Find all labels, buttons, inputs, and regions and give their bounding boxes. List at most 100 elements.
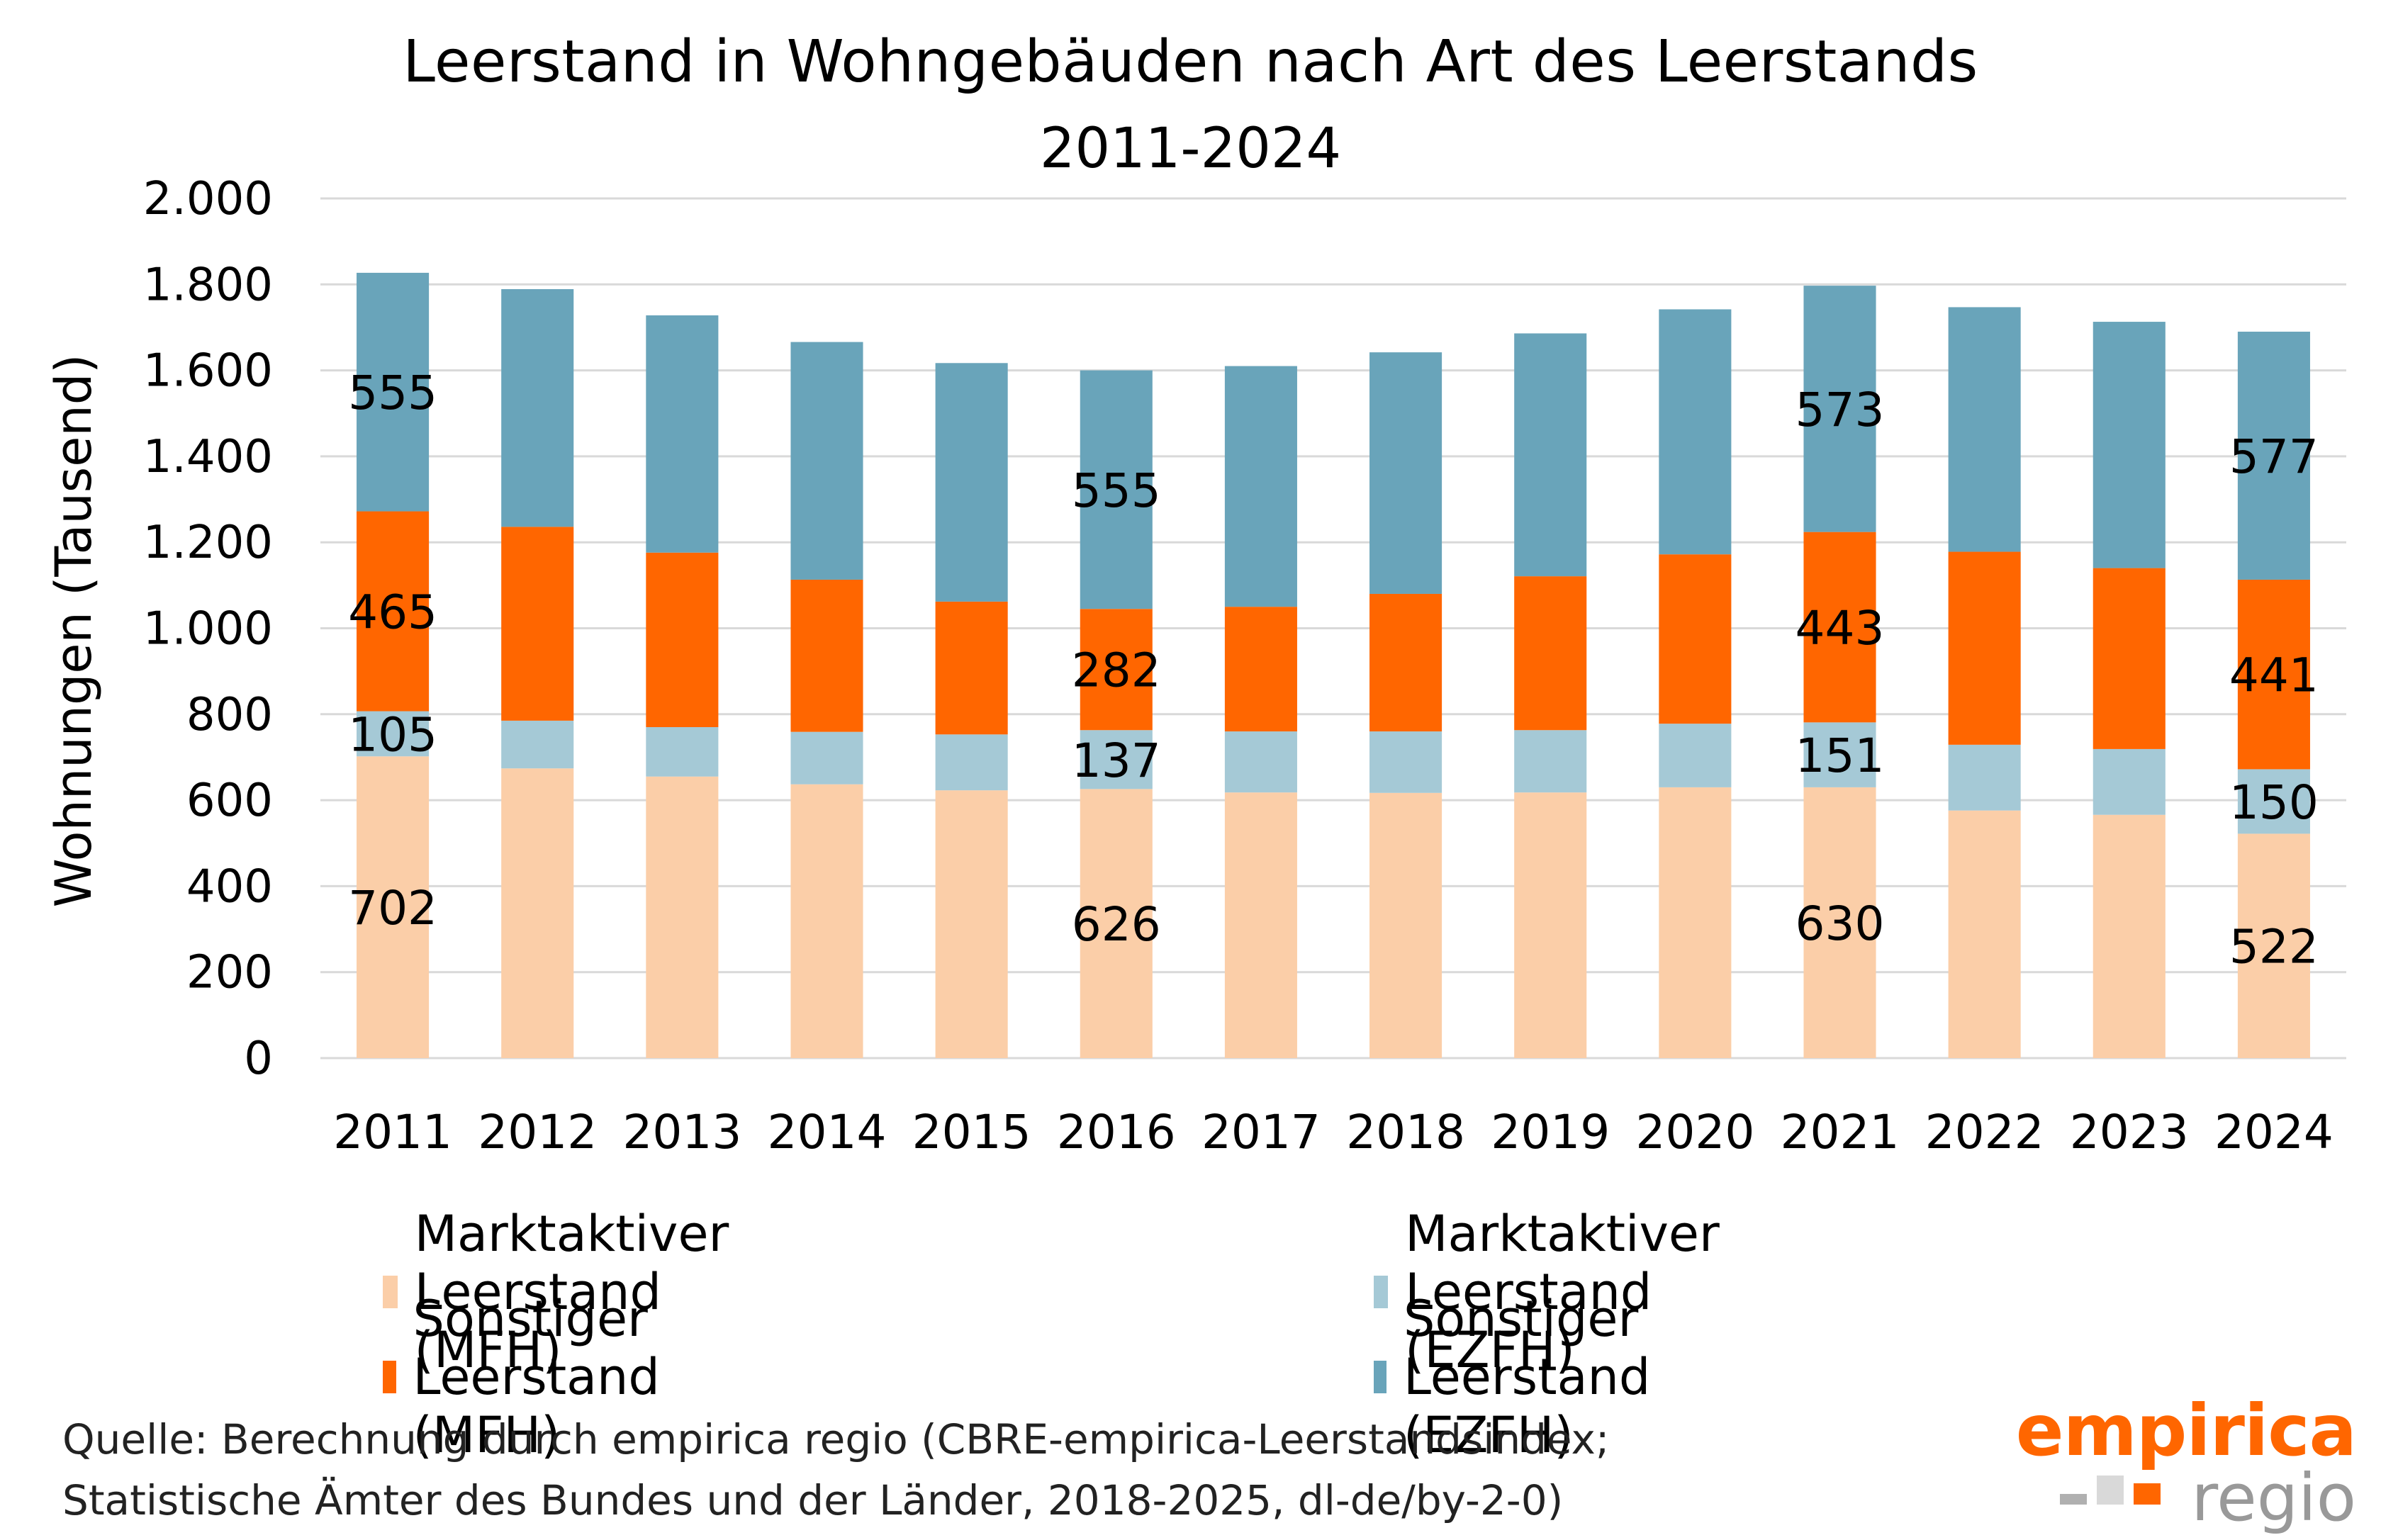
data-label: 702 xyxy=(348,881,437,935)
bar-segment xyxy=(790,342,863,580)
bar-segment xyxy=(1948,744,2021,811)
bar-segment xyxy=(1369,593,1442,732)
y-tick-label: 1.400 xyxy=(143,431,273,483)
bar-segment xyxy=(1224,366,1297,607)
y-tick-label: 1.600 xyxy=(143,345,273,398)
bar-segment xyxy=(1948,810,2021,1058)
legend-label: Sonstiger Leerstand (EZFH) xyxy=(1403,1290,1651,1464)
legend-swatch xyxy=(383,1276,398,1308)
bar-segment xyxy=(1514,730,1587,793)
data-label: 443 xyxy=(1795,601,1885,656)
bar-segment xyxy=(1803,532,1876,723)
data-label: 522 xyxy=(2229,920,2319,974)
empirica-regio-logo: empirica regio xyxy=(2016,1389,2375,1538)
chart-subtitle: 2011-2024 xyxy=(1039,117,1342,181)
bar-segment xyxy=(2237,769,2310,834)
logo-square-light xyxy=(2097,1476,2124,1505)
logo-square-orange xyxy=(2134,1483,2161,1505)
data-label: 465 xyxy=(348,585,437,640)
bar-segment xyxy=(1514,333,1587,577)
bar-segment xyxy=(1080,609,1153,731)
x-tick-label: 2014 xyxy=(768,1105,887,1159)
legend-label: Sonstiger Leerstand (MFH) xyxy=(413,1290,660,1464)
x-tick-label: 2021 xyxy=(1781,1105,1900,1159)
bar-segment xyxy=(2093,322,2166,568)
y-axis-title: Wohnungen (Tausend) xyxy=(45,354,103,908)
legend-item-mfh-other: Sonstiger Leerstand (MFH) xyxy=(383,1290,679,1464)
x-tick-label: 2024 xyxy=(2214,1105,2334,1159)
bar-segment xyxy=(1659,787,1732,1058)
x-tick-label: 2018 xyxy=(1346,1105,1465,1159)
x-tick-label: 2013 xyxy=(622,1105,741,1159)
bar-segment xyxy=(2093,568,2166,749)
bar-segment xyxy=(1080,789,1153,1058)
bar-segment xyxy=(2093,748,2166,815)
x-tick-label: 2012 xyxy=(478,1105,597,1159)
bar-segment xyxy=(1948,307,2021,552)
legend-swatch xyxy=(1374,1276,1389,1308)
data-label: 577 xyxy=(2229,429,2319,484)
x-axis-ticks: 2011 2012 2013 2014 2015 2016 2017 2018 2019 2020… xyxy=(333,1105,2334,1159)
logo-text-empirica: empirica xyxy=(2015,1389,2357,1472)
source-line-1: Quelle: Berechnung durch empirica regio … xyxy=(62,1415,1610,1463)
data-label: 137 xyxy=(1072,734,1161,788)
chart-title: Leerstand in Wohngebäuden nach Art des L… xyxy=(403,28,1978,96)
logo-square-small xyxy=(2060,1494,2087,1505)
legend-swatch xyxy=(383,1361,396,1393)
y-tick-label: 0 xyxy=(244,1033,273,1085)
legend-item-ezfh-market: Marktaktiver Leerstand (EZFH) xyxy=(1374,1205,1738,1379)
bar-segment xyxy=(1948,551,2021,745)
bar-segment xyxy=(2093,814,2166,1058)
bar-segment xyxy=(646,552,719,727)
x-tick-label: 2020 xyxy=(1635,1105,1754,1159)
data-label: 555 xyxy=(348,366,437,420)
bars xyxy=(357,272,2310,1058)
y-tick-label: 1.200 xyxy=(143,517,273,569)
data-label: 573 xyxy=(1795,383,1885,437)
bar-segment xyxy=(1803,722,1876,787)
source-note: Quelle: Berechnung durch empirica regio … xyxy=(62,1409,1609,1531)
data-label: 555 xyxy=(1072,463,1161,518)
bar-segment xyxy=(501,527,574,721)
data-label: 151 xyxy=(1795,729,1885,783)
y-axis-ticks: 0 200 400 600 800 1.000 1.200 1.400 1.600 1.800 2.… xyxy=(143,173,273,1085)
data-label: 626 xyxy=(1072,897,1161,952)
y-tick-label: 600 xyxy=(186,775,273,827)
bar-segment xyxy=(1369,352,1442,594)
bar-segment xyxy=(935,601,1008,735)
bar-segment xyxy=(1803,787,1876,1058)
bar-segment xyxy=(1514,792,1587,1058)
bar-segment xyxy=(501,768,574,1058)
logo-text-regio: regio xyxy=(2191,1460,2356,1536)
gridlines xyxy=(320,197,2346,1060)
bar-segment xyxy=(1369,731,1442,793)
bar-segment xyxy=(357,511,430,712)
x-tick-label: 2015 xyxy=(912,1105,1031,1159)
legend-item-ezfh-other: Sonstiger Leerstand (EZFH) xyxy=(1374,1290,1670,1464)
legend-label: Marktaktiver Leerstand (EZFH) xyxy=(1405,1205,1720,1379)
bar-segment xyxy=(1224,607,1297,732)
bar-segment xyxy=(1224,731,1297,793)
x-tick-label: 2017 xyxy=(1201,1105,1321,1159)
bar-segment xyxy=(646,315,719,553)
data-label: 441 xyxy=(2229,648,2319,703)
bar-segment xyxy=(1659,724,1732,787)
bar-segment xyxy=(357,272,430,512)
y-tick-label: 2.000 xyxy=(143,173,273,225)
x-tick-label: 2011 xyxy=(333,1105,452,1159)
bar-segment xyxy=(1224,792,1297,1058)
bar-segment xyxy=(935,363,1008,602)
data-labels: 702 105 465 555 626 137 282 555 630 151 443 573 522 1… xyxy=(348,366,2319,974)
y-tick-label: 400 xyxy=(186,860,273,913)
data-label: 105 xyxy=(348,707,437,762)
x-tick-label: 2023 xyxy=(2070,1105,2189,1159)
bar-segment xyxy=(790,784,863,1058)
legend-label: Marktaktiver Leerstand (MFH) xyxy=(414,1205,729,1379)
bar-segment xyxy=(1659,309,1732,555)
y-tick-label: 200 xyxy=(186,947,273,999)
bar-segment xyxy=(1659,554,1732,724)
bar-segment xyxy=(2237,332,2310,580)
bar-segment xyxy=(1080,730,1153,789)
data-label: 630 xyxy=(1795,897,1885,951)
bar-segment xyxy=(1514,576,1587,731)
